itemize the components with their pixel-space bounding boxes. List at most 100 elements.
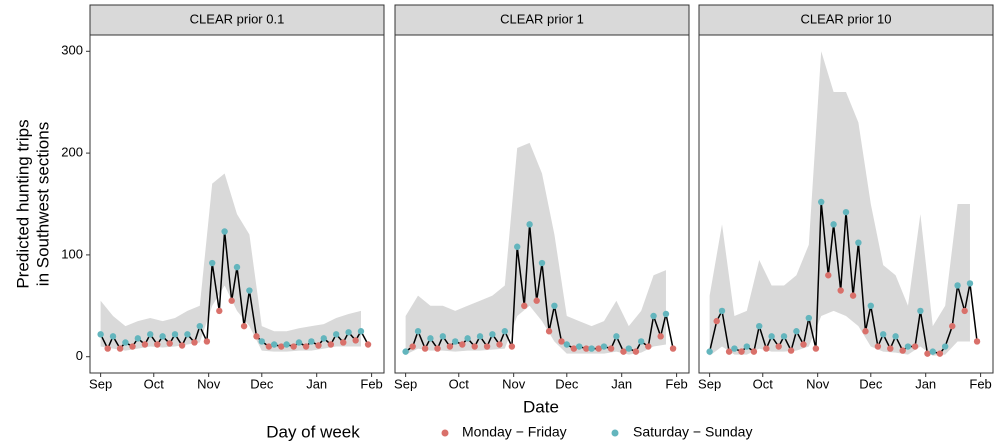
point (109, 333, 117, 340)
point (253, 333, 260, 340)
panel-border (698, 34, 994, 374)
y-axis-label: Predicted hunting trips (13, 119, 32, 288)
point (122, 339, 129, 346)
facet-title: CLEAR prior 10 (800, 11, 891, 26)
point (265, 343, 273, 350)
point (775, 343, 782, 350)
point (159, 333, 166, 340)
point (116, 345, 124, 352)
point (600, 343, 608, 350)
point (446, 343, 454, 350)
point (842, 208, 850, 216)
point (216, 307, 223, 315)
point (483, 343, 491, 350)
point (228, 297, 235, 304)
point (892, 333, 899, 340)
point (706, 348, 713, 355)
legend-marker (441, 429, 449, 437)
point (756, 322, 763, 330)
point (738, 348, 745, 355)
x-tick-label: Dec (250, 376, 274, 391)
point (278, 343, 285, 350)
legend-marker (611, 429, 619, 437)
x-tick-label: Jan (915, 376, 936, 391)
point (645, 343, 652, 350)
point (818, 198, 825, 206)
point (887, 345, 894, 352)
point (364, 341, 372, 348)
facet-strip (394, 4, 690, 36)
point (899, 347, 906, 354)
point (147, 331, 154, 338)
point (452, 338, 459, 345)
point (855, 239, 862, 246)
point (340, 339, 347, 346)
point (961, 307, 968, 315)
x-tick-label: Sep (394, 376, 417, 391)
point (718, 307, 726, 315)
facet-title: CLEAR prior 1 (500, 11, 584, 26)
facet-title: CLEAR prior 0.1 (190, 11, 285, 26)
point (545, 328, 553, 335)
point (533, 297, 540, 304)
panel-border (394, 34, 690, 374)
point (862, 328, 869, 335)
point (743, 343, 751, 350)
point (812, 345, 820, 352)
point (526, 221, 533, 228)
x-tick-label: Oct (144, 376, 165, 391)
y-axis-label: in Southwest sections (33, 122, 52, 286)
point (837, 287, 844, 294)
x-tick-label: Jan (611, 376, 632, 391)
point (315, 342, 322, 349)
point (104, 345, 111, 352)
x-tick-label: Dec (555, 376, 579, 391)
point (954, 282, 961, 289)
point (570, 345, 578, 352)
panel-border (89, 34, 385, 374)
point (327, 341, 335, 348)
point (830, 221, 837, 228)
point (414, 328, 422, 335)
point (308, 338, 315, 345)
point (588, 345, 595, 352)
point (209, 259, 216, 267)
point (178, 342, 186, 349)
point (134, 335, 142, 342)
point (911, 343, 919, 350)
point (203, 338, 211, 345)
point (941, 343, 949, 350)
x-tick-label: Jan (306, 376, 327, 391)
legend-title: Day of week (266, 422, 360, 441)
point (191, 339, 198, 346)
point (476, 333, 484, 340)
point (713, 317, 720, 325)
y-tick-label: 100 (61, 246, 83, 261)
point (409, 343, 416, 350)
point (246, 287, 253, 294)
point (233, 263, 241, 271)
point (607, 345, 615, 352)
point (332, 331, 340, 338)
point (270, 341, 278, 348)
point (240, 322, 248, 330)
point (750, 348, 758, 355)
point (849, 292, 857, 299)
point (421, 345, 429, 352)
legend-label: Monday − Friday (462, 424, 567, 440)
point (936, 350, 944, 357)
point (904, 343, 912, 350)
point (558, 338, 565, 345)
point (345, 329, 352, 336)
confidence-band (405, 142, 666, 355)
x-axis-label: Date (523, 397, 559, 416)
point (402, 348, 409, 355)
point (725, 348, 733, 355)
y-tick-label: 0 (76, 348, 83, 363)
point (917, 307, 924, 315)
point (221, 228, 228, 235)
point (787, 347, 795, 354)
point (763, 345, 770, 352)
point (459, 341, 466, 348)
